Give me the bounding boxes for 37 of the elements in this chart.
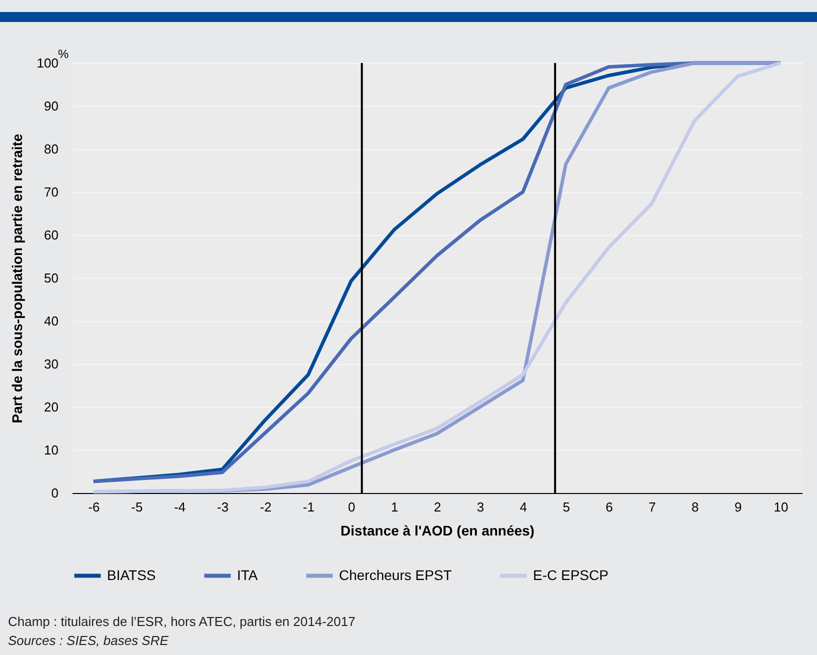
x-tick-label: 4: [520, 500, 527, 514]
y-tick-label: 100: [36, 56, 58, 70]
x-tick-label: -5: [131, 500, 143, 514]
x-tick-label: -1: [302, 500, 314, 514]
y-tick-label: 60: [44, 228, 58, 242]
y-tick-label: 70: [44, 184, 58, 200]
text: Champ : titulaires de l’ESR, hors ATEC, partis en 2014-2017: [8, 613, 356, 631]
x-tick-label: 3: [476, 500, 484, 514]
y-tick-label: 40: [44, 314, 58, 328]
x-tick-label: -2: [260, 500, 272, 514]
text: %: [58, 47, 69, 61]
y-tick-label: 20: [44, 400, 58, 414]
y-tick-label: 0: [51, 486, 58, 500]
source-note: Sources : SIES, bases SRE: [8, 632, 170, 650]
y-tick-label: 90: [44, 98, 58, 114]
legend-label: Chercheurs EPST: [339, 566, 452, 583]
legend-label: BIATSS: [107, 566, 156, 583]
x-tick-label: -6: [88, 500, 100, 514]
x-tick-label: 9: [734, 500, 742, 514]
x-tick-label: 6: [606, 500, 613, 514]
legend-label: E-C EPSCP: [533, 566, 608, 583]
y-tick-label: 50: [44, 270, 58, 286]
x-axis-title: Distance à l'AOD (en années): [340, 522, 534, 538]
x-tick-label: -4: [174, 500, 186, 514]
x-tick-label: 10: [774, 500, 788, 514]
legend-label: ITA: [237, 566, 258, 583]
y-axis-title: Part de la sous-population partie en retraite: [8, 134, 25, 424]
x-tick-label: 5: [562, 500, 570, 514]
y-tick-label: 30: [44, 356, 58, 372]
x-tick-label: 7: [648, 500, 656, 514]
y-tick-label: 80: [44, 142, 58, 156]
y-tick-label: 10: [44, 442, 58, 458]
x-tick-label: 1: [390, 500, 398, 514]
x-tick-label: 0: [348, 500, 356, 514]
x-tick-label: 2: [434, 500, 442, 514]
x-tick-label: -3: [217, 500, 229, 514]
x-tick-label: 8: [692, 500, 699, 514]
